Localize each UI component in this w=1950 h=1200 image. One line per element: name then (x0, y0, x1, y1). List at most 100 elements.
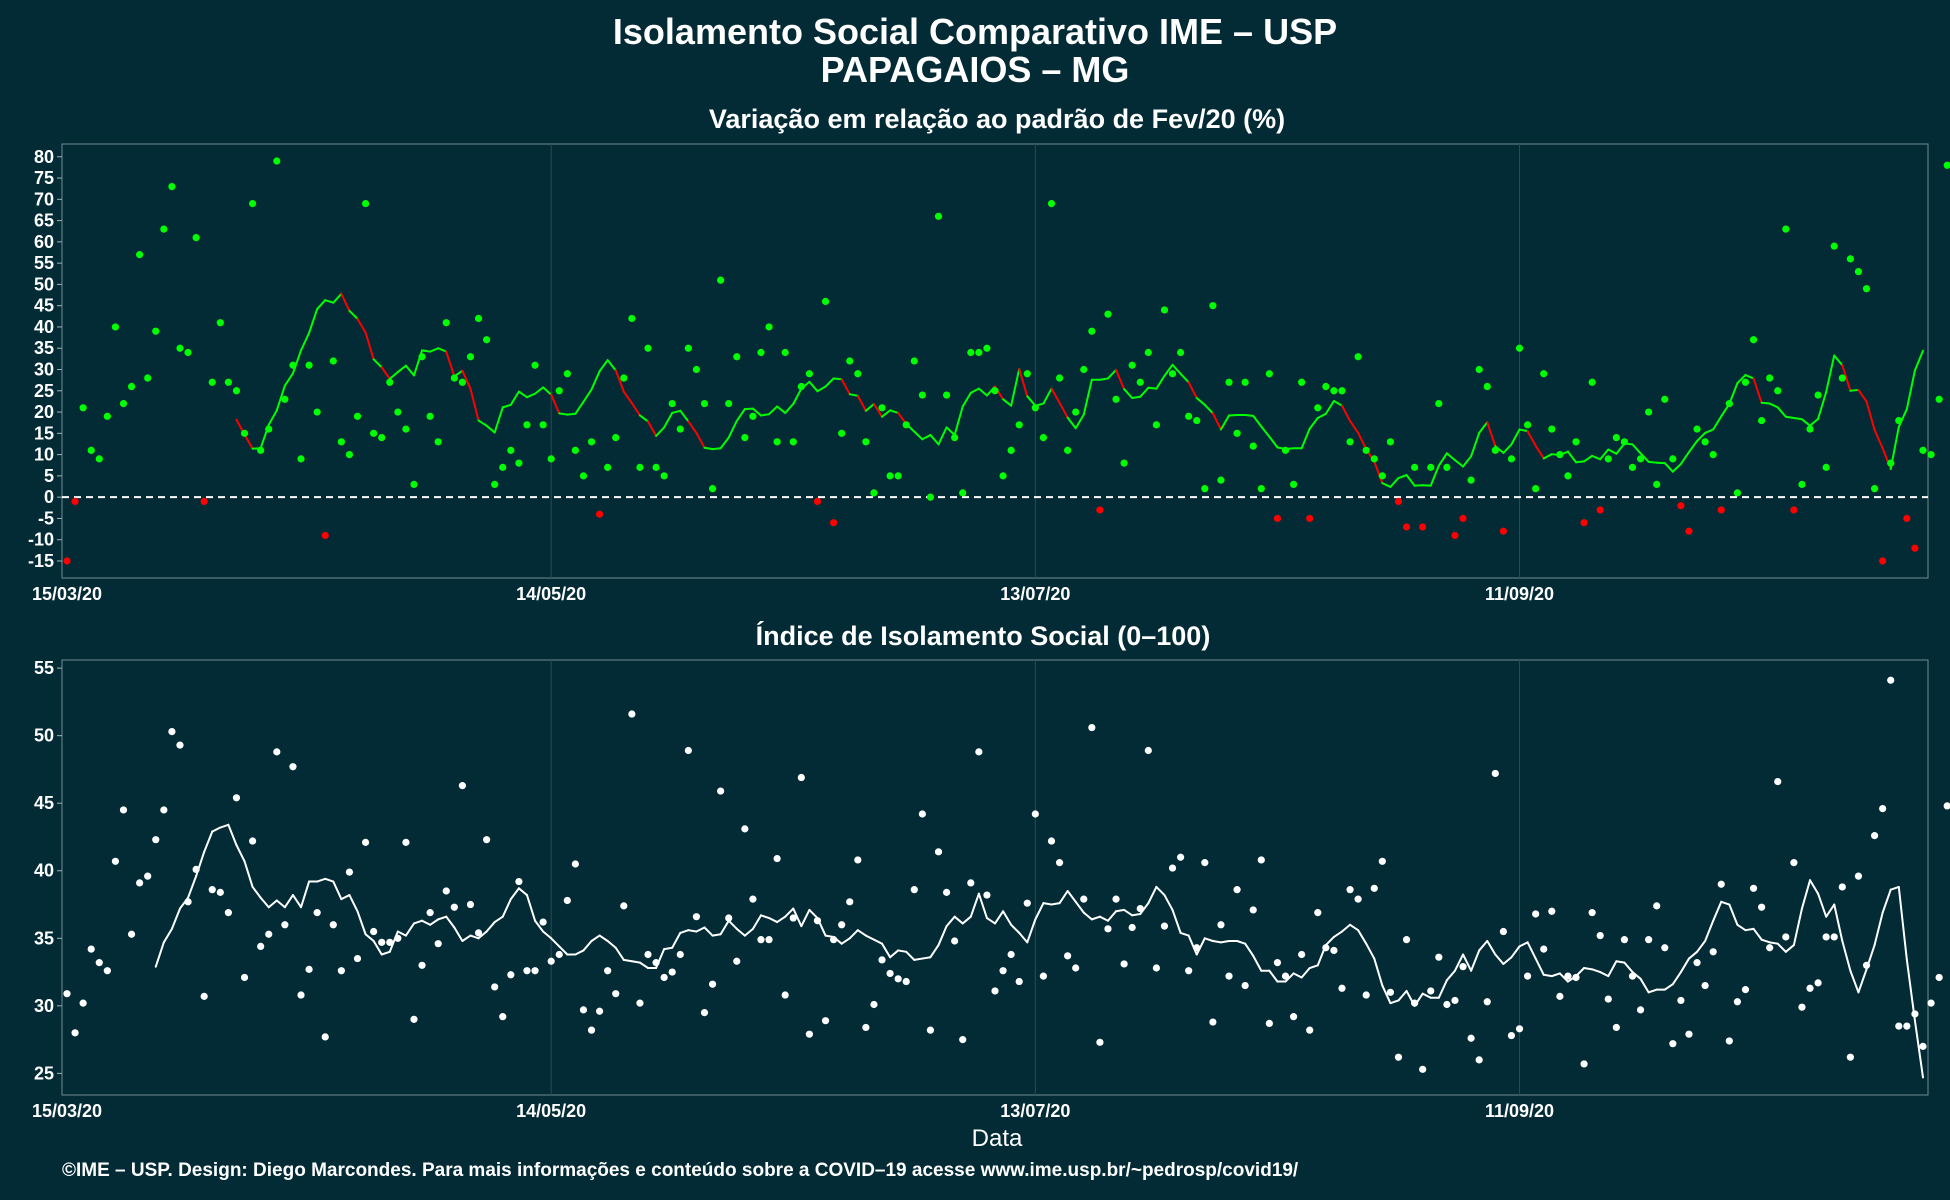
bottom-data-point (1717, 880, 1725, 888)
bottom-data-point (1289, 1013, 1298, 1021)
bottom-data-point (249, 837, 257, 845)
bottom-data-point (773, 854, 781, 863)
bottom-moving-average-segment (1437, 979, 1448, 999)
bottom-moving-average-segment (324, 877, 335, 883)
top-moving-average-segment (1792, 417, 1803, 421)
top-moving-average-segment (1615, 442, 1626, 455)
bottom-data-point (1507, 1031, 1516, 1040)
top-moving-average-segment (1849, 388, 1860, 392)
top-moving-average-segment (501, 403, 512, 409)
top-data-point (733, 353, 741, 361)
top-moving-average-segment (1784, 415, 1795, 420)
bottom-data-point (410, 1015, 418, 1023)
bottom-moving-average-segment (622, 958, 633, 963)
bottom-y-tick-label: 45 (34, 793, 54, 813)
top-data-point (1749, 336, 1758, 344)
bottom-moving-average-segment (1873, 911, 1884, 947)
top-data-point (1104, 310, 1112, 318)
bottom-data-point (208, 886, 216, 894)
bottom-data-point (345, 868, 354, 876)
top-data-point (1281, 446, 1290, 454)
bottom-moving-average-segment (509, 887, 520, 901)
top-data-point (741, 433, 749, 442)
bottom-moving-average-segment (768, 917, 779, 924)
top-data-point (854, 370, 862, 378)
top-data-point (1612, 433, 1620, 442)
top-moving-average-segment (937, 426, 948, 446)
top-moving-average-segment (808, 380, 819, 393)
bottom-moving-average-segment (1244, 942, 1255, 957)
top-data-point (797, 382, 805, 391)
bottom-data-point (1636, 1006, 1645, 1014)
top-y-tick-label: 55 (34, 253, 54, 273)
bottom-data-point (1669, 1040, 1677, 1048)
bottom-moving-average-segment (679, 929, 690, 934)
main-title-line2: PAPAGAIOS – MG (821, 49, 1130, 90)
bottom-data-point (119, 806, 128, 814)
top-moving-average-segment (655, 426, 666, 437)
bottom-x-tick-label: 14/05/20 (516, 1101, 586, 1121)
bottom-moving-average-segment (1050, 902, 1061, 906)
top-data-point (918, 391, 926, 399)
top-data-point (1628, 463, 1637, 471)
top-data-point (668, 399, 676, 408)
top-data-point (1556, 451, 1564, 459)
bottom-data-point (1427, 987, 1435, 995)
bottom-data-point (749, 895, 757, 903)
top-moving-average-segment (1631, 443, 1642, 455)
bottom-moving-average-segment (1679, 957, 1690, 974)
bottom-data-point (870, 1000, 878, 1009)
top-data-point (628, 314, 636, 323)
bottom-data-point (87, 945, 95, 953)
bottom-moving-average-segment (154, 941, 165, 968)
top-data-point (111, 323, 120, 331)
bottom-moving-average-segment (517, 887, 528, 897)
bottom-data-point (353, 954, 362, 963)
bottom-moving-average-segment (1010, 923, 1021, 934)
top-moving-average-segment (1131, 395, 1142, 400)
top-y-tick-label: 60 (34, 232, 54, 252)
bottom-data-point (684, 746, 692, 755)
bottom-moving-average-segment (638, 961, 650, 970)
top-moving-average-segment (816, 385, 827, 393)
bottom-moving-average-segment (1115, 908, 1126, 913)
top-moving-average-segment (840, 378, 851, 396)
bottom-moving-average-segment (792, 907, 803, 928)
top-moving-average-segment (1800, 418, 1812, 427)
top-moving-average-segment (566, 412, 577, 416)
bottom-data-point (111, 857, 120, 865)
bottom-moving-average-segment (380, 950, 391, 956)
top-data-point (1822, 463, 1830, 471)
bottom-moving-average-segment (1453, 953, 1465, 972)
bottom-moving-average-segment (1776, 942, 1787, 953)
top-moving-average-segment (1018, 368, 1029, 398)
top-data-point (942, 391, 951, 399)
bottom-y-tick-label: 40 (34, 861, 54, 881)
bottom-data-point (741, 825, 749, 833)
bottom-moving-average-segment (1203, 937, 1214, 942)
top-data-point (652, 463, 660, 471)
top-data-point (1394, 497, 1403, 506)
top-data-point (305, 361, 313, 369)
top-moving-average-segment (759, 413, 771, 417)
bottom-data-point (628, 710, 636, 718)
top-data-point (571, 446, 579, 454)
bottom-moving-average-segment (1324, 935, 1335, 947)
bottom-moving-average-segment (881, 942, 892, 959)
bottom-moving-average-segment (864, 934, 875, 941)
top-moving-average-segment (1332, 399, 1343, 407)
top-data-point (870, 489, 878, 497)
top-moving-average-segment (1042, 387, 1053, 405)
bottom-data-point (838, 921, 846, 929)
top-moving-average-segment (1171, 363, 1182, 375)
bottom-moving-average-segment (840, 937, 851, 945)
bottom-data-point (337, 967, 345, 975)
top-data-point (1588, 378, 1596, 386)
top-moving-average-segment (1760, 401, 1771, 405)
top-data-point (491, 480, 499, 488)
top-data-point (79, 404, 87, 412)
top-data-point (515, 459, 523, 467)
bottom-data-point (1160, 922, 1169, 930)
top-moving-average-segment (525, 392, 537, 399)
